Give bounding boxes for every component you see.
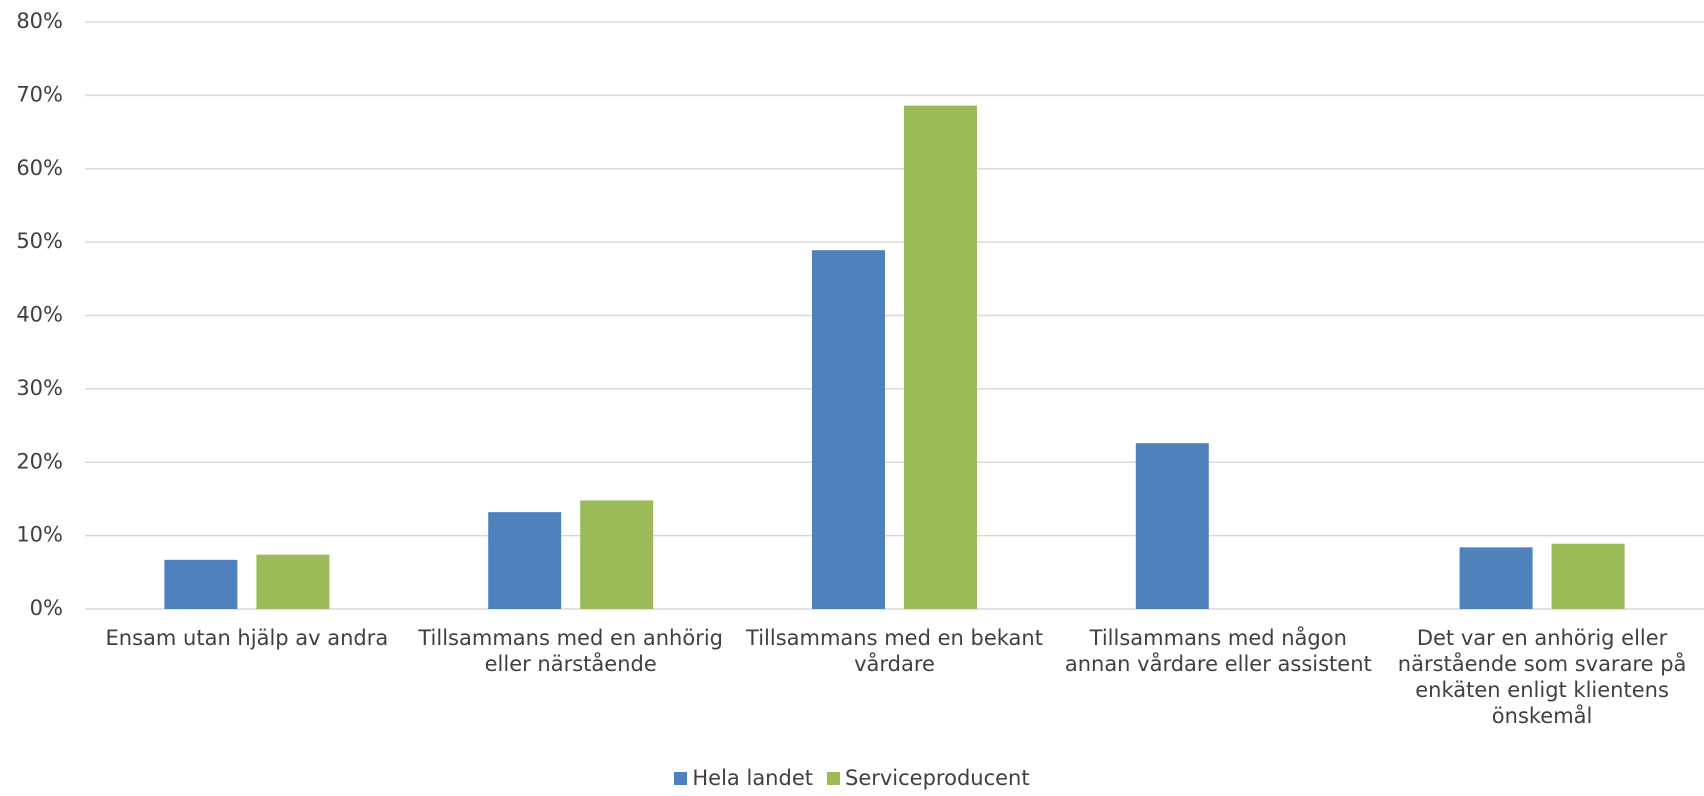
bar (1551, 543, 1625, 609)
legend-label: Hela landet (692, 766, 813, 790)
legend: Hela landet Serviceproducent (0, 766, 1704, 790)
y-tick-label: 20% (16, 449, 63, 473)
x-tick-label: Tillsammans med en bekant vårdare (746, 626, 1043, 676)
x-tick-label: Tillsammans med en anhörig eller närståe… (418, 626, 723, 676)
y-tick-label: 0% (30, 596, 63, 620)
legend-swatch (826, 771, 840, 785)
legend-label: Serviceproducent (844, 766, 1030, 790)
y-tick-label: 80% (16, 9, 63, 33)
legend-item: Hela landet (674, 766, 813, 790)
y-tick-label: 50% (16, 229, 63, 253)
y-tick-label: 70% (16, 82, 63, 106)
x-tick-label: Tillsammans med någon annan vårdare elle… (1064, 626, 1372, 676)
y-tick-label: 40% (16, 303, 63, 327)
x-tick-label: Ensam utan hjälp av andra (105, 626, 389, 650)
y-tick-label: 10% (16, 523, 63, 547)
legend-swatch (674, 771, 688, 785)
bar (1135, 443, 1209, 609)
bar (488, 512, 562, 609)
bar (164, 559, 238, 609)
x-tick-label: Det var en anhörig eller närstående som … (1397, 626, 1687, 728)
bar (256, 554, 330, 609)
y-tick-label: 60% (16, 156, 63, 180)
bar (812, 250, 885, 610)
y-tick-label: 30% (16, 376, 63, 400)
bar (904, 105, 977, 610)
bar (1459, 547, 1533, 609)
bar (580, 500, 654, 609)
legend-item: Serviceproducent (826, 766, 1030, 790)
